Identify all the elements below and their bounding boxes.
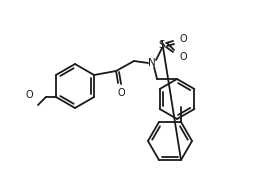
- Text: S: S: [159, 40, 165, 50]
- Text: O: O: [25, 90, 33, 100]
- Text: O: O: [117, 88, 125, 98]
- Text: O: O: [179, 34, 187, 44]
- Text: O: O: [179, 52, 187, 62]
- Text: N: N: [148, 58, 156, 68]
